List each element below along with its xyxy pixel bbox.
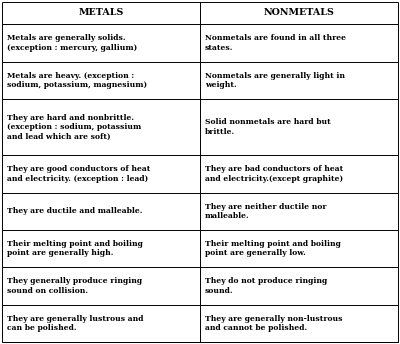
Text: They are bad conductors of heat
and electricity.(except graphite): They are bad conductors of heat and elec…: [205, 165, 343, 183]
Text: Nonmetals are generally light in
weight.: Nonmetals are generally light in weight.: [205, 72, 345, 89]
Text: They generally produce ringing
sound on collision.: They generally produce ringing sound on …: [7, 277, 142, 295]
Text: Metals are generally solids.
(exception : mercury, gallium): Metals are generally solids. (exception …: [7, 34, 137, 52]
Text: They are generally lustrous and
can be polished.: They are generally lustrous and can be p…: [7, 315, 143, 332]
Text: Solid nonmetals are hard but
brittle.: Solid nonmetals are hard but brittle.: [205, 118, 330, 136]
Text: They are hard and nonbrittle.
(exception : sodium, potassium
and lead which are : They are hard and nonbrittle. (exception…: [7, 114, 141, 141]
Text: They are ductile and malleable.: They are ductile and malleable.: [7, 207, 142, 215]
Text: NONMETALS: NONMETALS: [264, 9, 334, 18]
Text: They are generally non-lustrous
and cannot be polished.: They are generally non-lustrous and cann…: [205, 315, 342, 332]
Text: METALS: METALS: [78, 9, 124, 18]
Text: Their melting point and boiling
point are generally low.: Their melting point and boiling point ar…: [205, 240, 341, 257]
Text: They are good conductors of heat
and electricity. (exception : lead): They are good conductors of heat and ele…: [7, 165, 150, 183]
Text: Their melting point and boiling
point are generally high.: Their melting point and boiling point ar…: [7, 240, 143, 257]
Text: They do not produce ringing
sound.: They do not produce ringing sound.: [205, 277, 327, 295]
Text: They are neither ductile nor
malleable.: They are neither ductile nor malleable.: [205, 203, 326, 220]
Text: Nonmetals are found in all three
states.: Nonmetals are found in all three states.: [205, 34, 346, 52]
Text: Metals are heavy. (exception :
sodium, potassium, magnesium): Metals are heavy. (exception : sodium, p…: [7, 72, 147, 89]
